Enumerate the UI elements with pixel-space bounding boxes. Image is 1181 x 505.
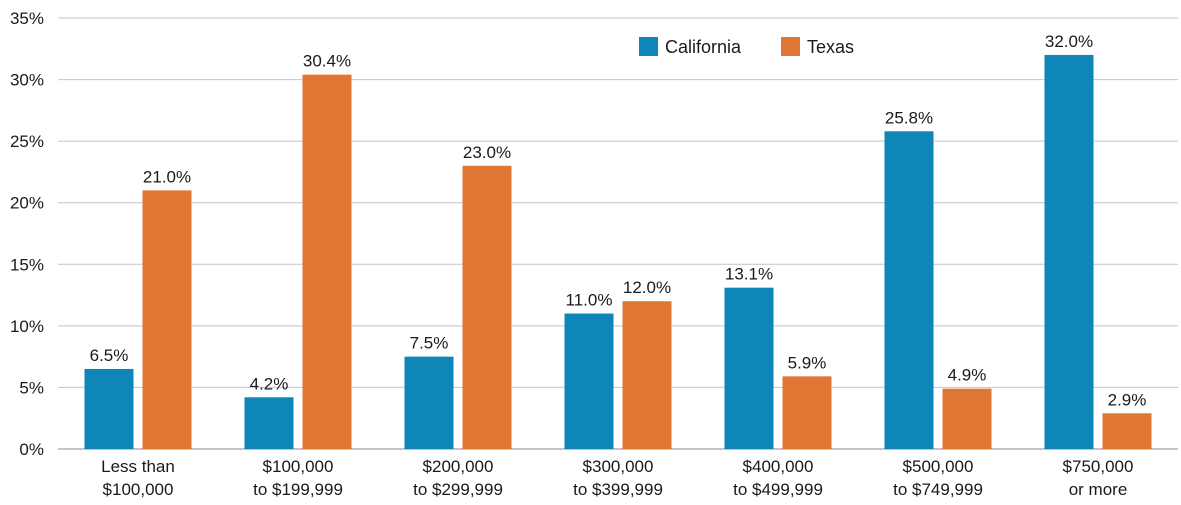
bar-texas xyxy=(942,388,992,449)
legend-swatch xyxy=(639,37,658,56)
bar-texas xyxy=(462,165,512,449)
bar-texas xyxy=(1102,413,1152,449)
bar-california xyxy=(564,313,614,449)
category-label: to $299,999 xyxy=(413,480,503,499)
category-label: $200,000 xyxy=(423,457,494,476)
bar-california xyxy=(244,397,294,449)
category-label: to $499,999 xyxy=(733,480,823,499)
data-label: 21.0% xyxy=(143,167,191,186)
data-label: 32.0% xyxy=(1045,32,1093,51)
legend-swatch xyxy=(781,37,800,56)
bar-california xyxy=(1044,54,1094,449)
category-label: to $749,999 xyxy=(893,480,983,499)
legend-label: California xyxy=(665,37,742,57)
category-label: to $199,999 xyxy=(253,480,343,499)
bar-california xyxy=(404,356,454,449)
data-label: 2.9% xyxy=(1108,390,1147,409)
bar-texas xyxy=(782,376,832,449)
category-label: $100,000 xyxy=(263,457,334,476)
category-label: to $399,999 xyxy=(573,480,663,499)
bar-california xyxy=(84,368,134,449)
y-tick-label: 30% xyxy=(10,71,44,90)
category-label: Less than xyxy=(101,457,175,476)
data-labels: 6.5% 21.0% 4.2% 30.4% 7.5% 23.0% 11.0% 12.0% 13.… xyxy=(90,32,1147,409)
y-tick-label: 35% xyxy=(10,9,44,28)
data-label: 12.0% xyxy=(623,278,671,297)
category-label: $500,000 xyxy=(903,457,974,476)
gridlines xyxy=(58,17,1178,450)
category-label: $100,000 xyxy=(103,480,174,499)
bars xyxy=(84,54,1152,449)
data-label: 6.5% xyxy=(90,346,129,365)
category-label: $400,000 xyxy=(743,457,814,476)
category-label: $300,000 xyxy=(583,457,654,476)
data-label: 25.8% xyxy=(885,108,933,127)
y-axis-ticks: 0% 5% 10% 15% 20% 25% 30% 35% xyxy=(10,9,44,459)
data-label: 13.1% xyxy=(725,265,773,284)
legend-label: Texas xyxy=(807,37,854,57)
y-tick-label: 5% xyxy=(19,378,44,397)
bar-texas xyxy=(142,190,192,449)
data-label: 4.9% xyxy=(948,366,987,385)
y-tick-label: 20% xyxy=(10,194,44,213)
data-label: 4.2% xyxy=(250,374,289,393)
data-label: 23.0% xyxy=(463,143,511,162)
y-tick-label: 0% xyxy=(19,440,44,459)
bar-texas xyxy=(622,301,672,449)
data-label: 30.4% xyxy=(303,52,351,71)
bar-california xyxy=(884,131,934,449)
category-labels: Less than $100,000 $100,000 to $199,999 $200… xyxy=(101,457,1133,499)
data-label: 7.5% xyxy=(410,334,449,353)
category-label: or more xyxy=(1069,480,1128,499)
bar-california xyxy=(724,287,774,449)
category-label: $750,000 xyxy=(1063,457,1134,476)
data-label: 5.9% xyxy=(788,353,827,372)
y-tick-label: 15% xyxy=(10,255,44,274)
legend: California Texas xyxy=(639,37,854,57)
data-label: 11.0% xyxy=(566,291,613,310)
y-tick-label: 10% xyxy=(10,317,44,336)
bar-texas xyxy=(302,74,352,449)
y-tick-label: 25% xyxy=(10,132,44,151)
